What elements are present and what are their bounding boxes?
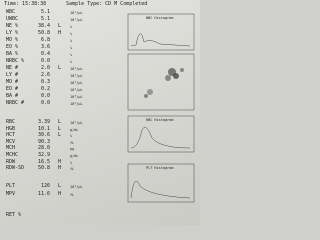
row-value: 90.3 bbox=[37, 138, 50, 145]
row-unit: % bbox=[70, 134, 73, 139]
row-name: UWBC bbox=[6, 16, 19, 22]
row-unit: fL bbox=[70, 167, 75, 172]
row-value: 0.0 bbox=[40, 93, 50, 99]
row-name: MCH bbox=[6, 145, 16, 152]
row-unit: fL bbox=[70, 140, 75, 145]
row-flag: H bbox=[58, 158, 62, 165]
row-flag: L bbox=[58, 65, 62, 71]
row-value: 50.8 bbox=[37, 165, 50, 172]
report: Time: 15:38:38 Sample Type: CD M Complet… bbox=[0, 0, 200, 225]
row-value: 0.0 bbox=[40, 100, 50, 106]
scatter-dots bbox=[144, 68, 184, 98]
row-unit: 10⁶/µL bbox=[70, 121, 83, 125]
row-value: 0.4 bbox=[40, 51, 50, 57]
row-unit: % bbox=[70, 32, 73, 36]
row-unit: g/dL bbox=[70, 127, 79, 132]
row-name: NRBC % bbox=[6, 58, 25, 64]
row-name: RET % bbox=[6, 212, 22, 218]
row-unit: % bbox=[70, 160, 73, 165]
row-name: NE % bbox=[6, 23, 19, 29]
row-name: RDW-SD bbox=[6, 165, 25, 172]
row-unit: fL bbox=[70, 192, 75, 197]
rbc-box bbox=[127, 115, 195, 153]
row-name: EO # bbox=[6, 86, 19, 92]
row-name: MPV bbox=[6, 190, 16, 197]
row-value: 6.8 bbox=[40, 37, 50, 43]
row-name: LY # bbox=[6, 72, 19, 78]
row-name: EO % bbox=[6, 44, 19, 50]
row-name: PLT bbox=[6, 183, 16, 189]
row-name: NE # bbox=[6, 65, 19, 71]
row-flag: L bbox=[58, 119, 62, 125]
row-value: 0.0 bbox=[40, 58, 50, 64]
row-unit: 10³/µL bbox=[70, 11, 83, 15]
row-unit: % bbox=[70, 60, 73, 64]
row-name: HGB bbox=[6, 125, 16, 132]
row-value: 3.6 bbox=[40, 44, 50, 50]
row-value: 3.39 bbox=[37, 119, 50, 125]
row-flag: H bbox=[58, 30, 62, 36]
rbc-curve bbox=[130, 127, 191, 149]
row-name: LY % bbox=[6, 30, 19, 36]
row-value: 28.0 bbox=[37, 145, 50, 152]
row-unit: pg bbox=[70, 147, 75, 152]
row-value: 5.1 bbox=[40, 16, 50, 22]
row-flag: L bbox=[58, 125, 62, 132]
row-unit: 10³/µL bbox=[70, 74, 83, 78]
row-value: 2.6 bbox=[40, 72, 50, 78]
row-value: 38.4 bbox=[37, 23, 50, 29]
row-unit: 10³/µL bbox=[70, 18, 83, 22]
row-name: WBC bbox=[6, 9, 16, 15]
row-name: BA % bbox=[6, 51, 19, 57]
row-name: BA # bbox=[6, 93, 19, 99]
row-unit: 10³/µL bbox=[70, 95, 83, 99]
row-value: 30.6 bbox=[37, 132, 50, 139]
row-unit: g/dL bbox=[70, 154, 79, 158]
row-unit: % bbox=[70, 53, 73, 57]
row-value: 126 bbox=[40, 183, 50, 189]
scatter-box bbox=[127, 53, 195, 111]
plt-curve bbox=[130, 180, 191, 199]
row-flag: L bbox=[58, 183, 62, 189]
wbc-curve bbox=[130, 33, 191, 47]
row-value: 16.5 bbox=[37, 158, 50, 165]
row-flag: L bbox=[58, 23, 62, 29]
row-name: RDW bbox=[6, 158, 16, 165]
row-unit: % bbox=[70, 46, 73, 50]
row-value: 10.1 bbox=[37, 125, 50, 132]
row-value: 0.3 bbox=[40, 79, 50, 85]
row-value: 0.2 bbox=[40, 86, 50, 92]
panel-title: WBC Histogram bbox=[146, 16, 174, 20]
row-name: MCV bbox=[6, 138, 16, 145]
row-name: NRBC # bbox=[6, 100, 25, 106]
row-unit: 10³/µL bbox=[70, 88, 83, 92]
row-unit: % bbox=[70, 25, 73, 29]
wbc-box bbox=[127, 13, 195, 51]
graphs bbox=[127, 13, 195, 203]
row-value: 32.9 bbox=[37, 152, 50, 158]
status: Sample Type: CD M Completed bbox=[66, 1, 148, 7]
row-unit: 10³/µL bbox=[70, 81, 83, 85]
row-unit: % bbox=[70, 39, 73, 43]
row-flag: L bbox=[58, 132, 62, 139]
row-name: MO # bbox=[6, 79, 19, 85]
row-value: 5.1 bbox=[40, 9, 50, 15]
panel-title: PLT Histogram bbox=[146, 166, 174, 170]
row-value: 2.0 bbox=[40, 65, 50, 71]
row-value: 50.8 bbox=[37, 30, 50, 36]
row-unit: 10³/µL bbox=[70, 102, 83, 106]
row-value: 11.6 bbox=[37, 190, 50, 197]
row-flag: H bbox=[58, 190, 62, 197]
time: Time: 15:38:38 bbox=[4, 1, 47, 7]
row-name: MO % bbox=[6, 37, 19, 43]
row-unit: 10³/µL bbox=[70, 67, 83, 71]
plt-box bbox=[127, 163, 195, 203]
row-name: MCHC bbox=[6, 152, 19, 158]
panel-title: RBC Histogram bbox=[146, 118, 174, 122]
row-name: HCT bbox=[6, 132, 16, 139]
row-flag: H bbox=[58, 165, 62, 172]
row-name: RBC bbox=[6, 119, 16, 125]
row-unit: 10³/µL bbox=[70, 185, 83, 189]
